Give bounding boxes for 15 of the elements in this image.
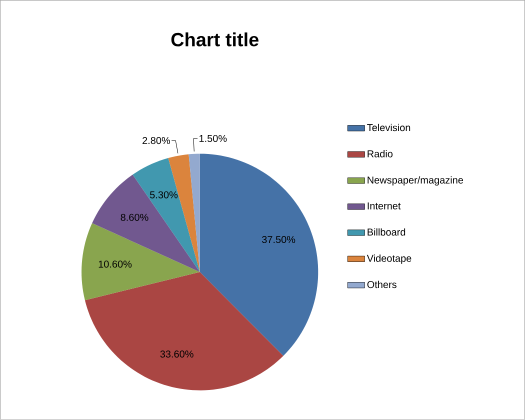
data-label: 1.50% bbox=[200, 135, 227, 142]
data-label: 5.30% bbox=[150, 191, 178, 199]
legend-label: Billboard bbox=[368, 228, 406, 236]
legend-label: Radio bbox=[368, 150, 393, 158]
chart-title: Chart title bbox=[171, 32, 258, 47]
data-label: 8.60% bbox=[120, 214, 148, 222]
legend-label: Internet bbox=[368, 202, 401, 210]
legend-label: Newspaper/magazine bbox=[368, 176, 464, 186]
legend-label: Videotape bbox=[366, 254, 412, 264]
legend-label: Television bbox=[367, 124, 410, 132]
data-label: 2.80% bbox=[142, 137, 170, 144]
data-label: 37.50% bbox=[262, 236, 296, 244]
legend-label: Others bbox=[367, 280, 396, 288]
data-label: 10.60% bbox=[98, 260, 132, 268]
data-label: 33.60% bbox=[160, 350, 194, 358]
